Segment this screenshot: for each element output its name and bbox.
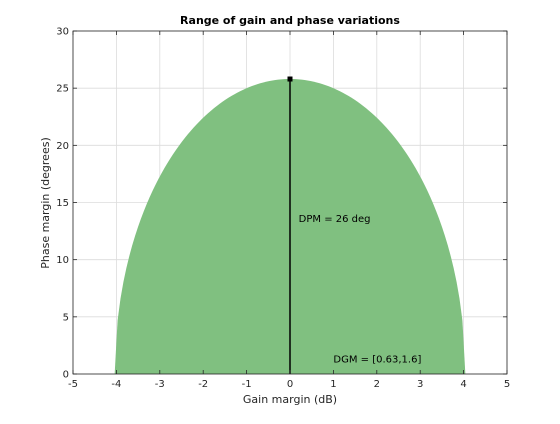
- chart-title: Range of gain and phase variations: [180, 14, 400, 27]
- x-tick-label: -4: [111, 379, 121, 390]
- x-tick-label: -1: [242, 379, 252, 390]
- y-tick-label: 10: [56, 255, 69, 266]
- x-tick-label: -5: [68, 379, 78, 390]
- y-tick-label: 30: [56, 27, 69, 38]
- dpm-marker: [287, 76, 293, 82]
- x-tick-label: 5: [504, 379, 510, 390]
- x-tick-label: 4: [460, 379, 466, 390]
- x-tick-label: -2: [198, 379, 208, 390]
- dpm-annotation: DPM = 26 deg: [299, 214, 371, 225]
- y-tick-label: 5: [63, 312, 69, 323]
- y-tick-label: 15: [56, 198, 69, 209]
- y-axis-label: Phase margin (degrees): [39, 137, 52, 269]
- x-tick-label: 2: [374, 379, 380, 390]
- y-tick-label: 20: [56, 141, 69, 152]
- x-tick-label: -3: [155, 379, 165, 390]
- x-tick-label: 1: [330, 379, 336, 390]
- dgm-annotation: DGM = [0.63,1.6]: [333, 355, 421, 366]
- x-tick-label: 3: [417, 379, 423, 390]
- y-tick-label: 0: [63, 370, 69, 381]
- ticks: -5 -4 -3 -2 -1 0 1 2 3 4 5 0 5 10 15 20 25 30: [56, 27, 510, 391]
- x-axis-label: Gain margin (dB): [243, 393, 337, 406]
- y-tick-label: 25: [56, 84, 69, 95]
- x-tick-label: 0: [287, 379, 293, 390]
